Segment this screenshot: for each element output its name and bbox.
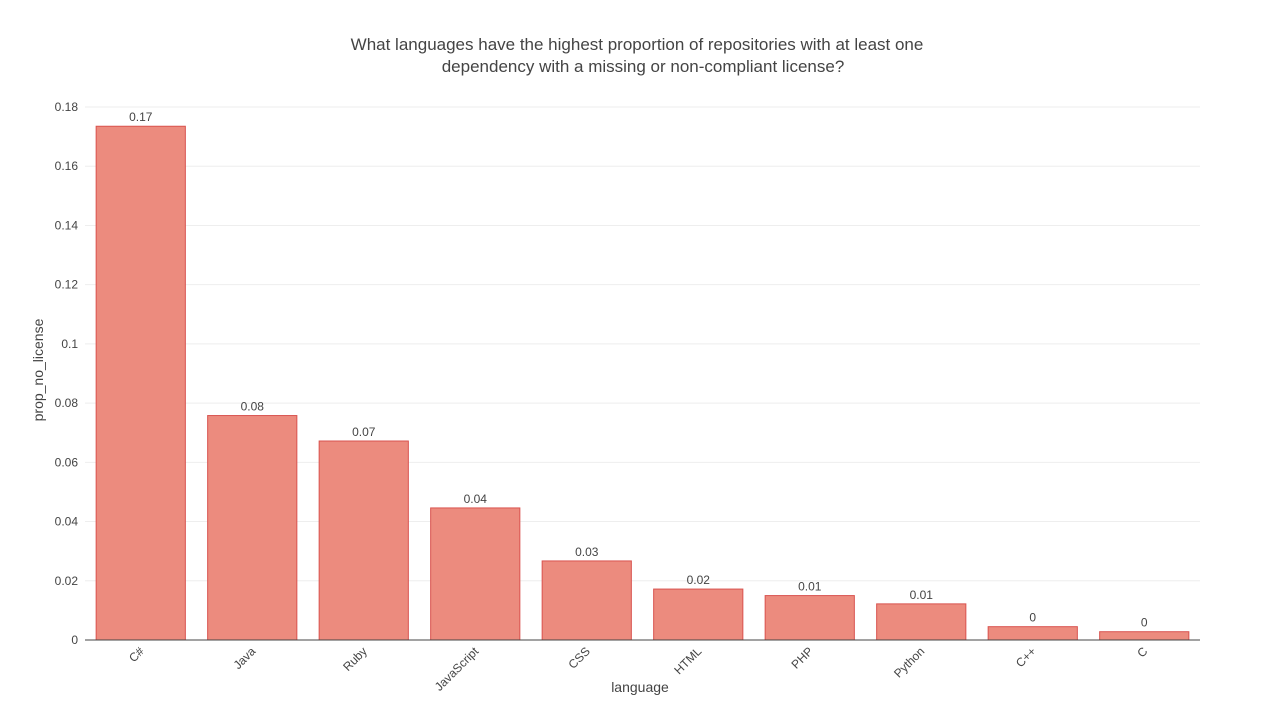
data-label: 0.02 [687, 573, 711, 587]
x-tick-label: Java [231, 644, 259, 672]
x-tick-label: CSS [566, 644, 593, 671]
y-tick-label: 0.08 [55, 396, 79, 410]
bar-html [653, 588, 744, 641]
data-label: 0.08 [241, 400, 265, 414]
data-label: 0.04 [464, 492, 488, 506]
y-tick-label: 0.14 [55, 218, 79, 232]
x-tick-label: JavaScript [432, 644, 482, 694]
data-label: 0.01 [798, 580, 822, 594]
data-label: 0.07 [352, 425, 376, 439]
bar-c [1099, 631, 1190, 641]
bar-c [95, 125, 186, 641]
bar-css [541, 560, 632, 641]
bar-c [987, 626, 1078, 641]
data-label: 0.01 [910, 588, 934, 602]
bar-java [207, 415, 298, 641]
data-label: 0.03 [575, 545, 599, 559]
y-tick-label: 0.06 [55, 455, 79, 469]
y-tick-label: 0.12 [55, 278, 79, 292]
x-tick-label: C++ [1013, 644, 1039, 670]
x-axis-title: language [611, 679, 669, 695]
x-tick-label: HTML [671, 644, 704, 677]
y-axis-ticks: 0 0.02 0.04 0.06 0.08 0.1 0.12 0.14 0.16 0.18 [55, 100, 79, 647]
data-labels: 0.17 0.08 0.07 0.04 0.03 0.02 0.01 0.01 0 0 [129, 110, 1148, 629]
bars [95, 125, 1190, 641]
y-tick-label: 0.04 [55, 515, 79, 529]
bar-python [876, 603, 967, 641]
y-axis-title: prop_no_license [30, 318, 46, 421]
y-tick-label: 0.02 [55, 574, 79, 588]
bar-javascript [430, 507, 521, 641]
data-label: 0.17 [129, 110, 153, 124]
data-label: 0 [1141, 616, 1148, 630]
chart-title-line-2: dependency with a missing or non-complia… [442, 57, 845, 76]
x-tick-label: C [1134, 644, 1150, 660]
data-label: 0 [1029, 611, 1036, 625]
y-tick-label: 0.18 [55, 100, 79, 114]
x-tick-label: C# [126, 644, 147, 665]
y-tick-label: 0.1 [61, 337, 78, 351]
bar-ruby [318, 440, 409, 641]
x-tick-label: PHP [789, 644, 816, 671]
chart-title-line-1: What languages have the highest proporti… [351, 35, 924, 54]
y-tick-label: 0.16 [55, 159, 79, 173]
bar-php [764, 595, 855, 641]
x-tick-label: Python [891, 644, 927, 680]
y-tick-label: 0 [71, 633, 78, 647]
x-tick-label: Ruby [340, 644, 370, 674]
